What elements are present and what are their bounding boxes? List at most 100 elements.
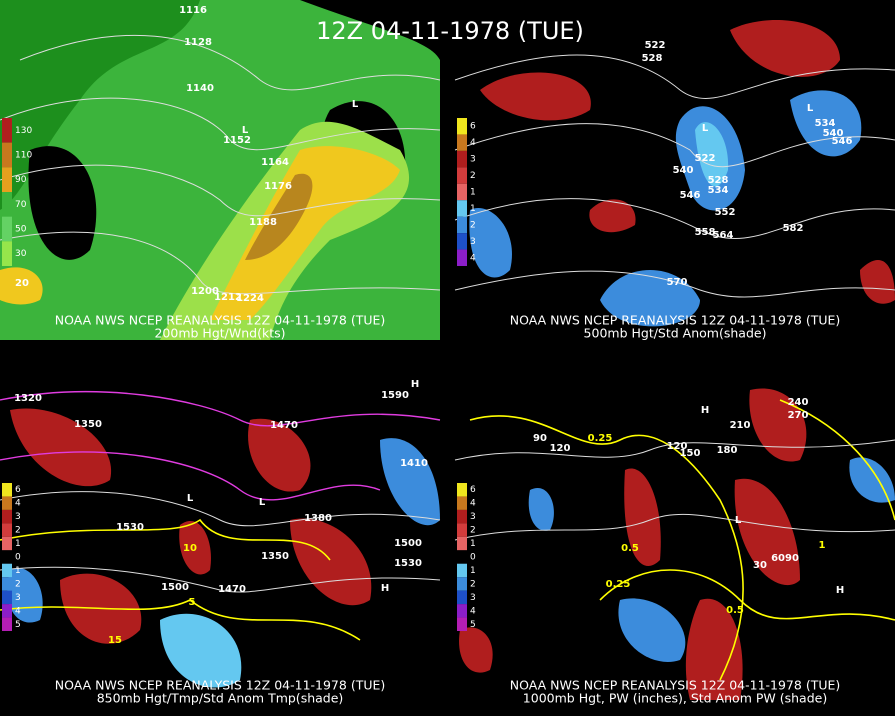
legend-swatch xyxy=(2,523,12,537)
shade xyxy=(248,418,311,492)
shade xyxy=(749,388,807,462)
contour-label: H xyxy=(836,585,844,596)
legend-label: 0 xyxy=(470,553,476,563)
contour xyxy=(0,231,441,295)
legend-swatch xyxy=(457,249,467,266)
legend-swatch xyxy=(457,563,467,578)
legend-label: 6 xyxy=(470,485,476,495)
legend-swatch xyxy=(2,192,12,217)
shade xyxy=(459,627,493,673)
contour-label: 1500 xyxy=(394,538,422,549)
contour-label: 582 xyxy=(783,223,804,234)
contour-label: 0.5 xyxy=(621,543,639,554)
legend-label: 110 xyxy=(15,151,32,161)
panel-caption: NOAA NWS NCEP REANALYSIS 12Z 04-11-1978 … xyxy=(510,678,841,693)
legend-label: 4 xyxy=(470,253,476,263)
legend-swatch xyxy=(457,550,467,564)
shade xyxy=(624,468,661,566)
shade xyxy=(685,598,743,700)
legend-label: 2 xyxy=(470,526,476,536)
contour-label: 1116 xyxy=(179,5,207,16)
contour-label: 1 xyxy=(819,540,826,551)
contour-label: 1164 xyxy=(261,157,289,168)
panel-caption: 200mb Hgt/Wnd(kts) xyxy=(154,326,285,341)
legend-label: 3 xyxy=(15,512,21,522)
panel-caption: NOAA NWS NCEP REANALYSIS 12Z 04-11-1978 … xyxy=(510,313,841,328)
shade xyxy=(730,20,840,77)
legend-label: 5 xyxy=(15,620,21,630)
shade xyxy=(849,457,895,503)
shade xyxy=(160,613,242,688)
contour xyxy=(0,518,331,561)
legend-label: 2 xyxy=(15,579,21,589)
shade xyxy=(380,438,440,526)
legend-label: 0 xyxy=(15,553,21,563)
contour-label: 534 xyxy=(708,185,729,196)
legend-swatch xyxy=(2,496,12,510)
contour xyxy=(0,97,441,151)
shade xyxy=(245,173,313,260)
contour-label: 570 xyxy=(667,277,688,288)
legend-label: 50 xyxy=(15,225,27,235)
contour-label: 1590 xyxy=(381,390,409,401)
shade xyxy=(179,521,211,575)
legend-label: 2 xyxy=(15,526,21,536)
legend-swatch xyxy=(457,523,467,537)
shade xyxy=(210,146,400,320)
legend-label: 1 xyxy=(470,188,476,198)
legend-label: 4 xyxy=(15,499,21,509)
contour-label: H xyxy=(411,379,419,390)
contour xyxy=(469,415,744,681)
contour-label: 240 xyxy=(788,397,809,408)
contour-label: 1470 xyxy=(218,584,246,595)
panel-caption: 850mb Hgt/Tmp/Std Anom Tmp(shade) xyxy=(97,691,344,706)
legend-label: 4 xyxy=(470,138,476,148)
contour-label: 1410 xyxy=(400,458,428,469)
contour-label: 522 xyxy=(695,153,716,164)
legend-swatch xyxy=(2,604,12,618)
contour-label: 210 xyxy=(730,420,751,431)
panel-1000mb xyxy=(454,375,895,710)
contour-label: 90 xyxy=(533,433,547,444)
legend-label: 1 xyxy=(470,539,476,549)
contour-label: 15 xyxy=(108,635,122,646)
shade xyxy=(790,90,862,157)
shade xyxy=(290,518,372,606)
contour-label: 1140 xyxy=(186,83,214,94)
contour-label: 534 xyxy=(815,118,836,129)
legend-swatch xyxy=(457,617,467,631)
panel-caption: 1000mb Hgt, PW (inches), Std Anom PW (sh… xyxy=(523,691,827,706)
legend-label: 90 xyxy=(15,175,27,185)
legend-swatch xyxy=(457,590,467,605)
legend-label: 3 xyxy=(470,237,476,247)
panel-200mb xyxy=(0,0,441,340)
legend-swatch xyxy=(457,483,467,497)
legend-label: 1 xyxy=(470,566,476,576)
contour-label: 1128 xyxy=(184,37,212,48)
legend-swatch xyxy=(457,496,467,510)
legend-label: 6 xyxy=(470,122,476,132)
panel-500mb xyxy=(454,0,895,340)
contour xyxy=(454,123,895,168)
contour-label: L xyxy=(807,103,814,114)
contour-label: 1530 xyxy=(116,522,144,533)
contour-label: 564 xyxy=(713,230,734,241)
contour-label: 270 xyxy=(788,410,809,421)
legend-swatch xyxy=(2,216,12,242)
contour-label: 0.25 xyxy=(588,433,613,444)
contour-label: 522 xyxy=(645,40,666,51)
legend-swatch xyxy=(457,216,467,234)
panel-caption: 500mb Hgt/Std Anom(shade) xyxy=(584,326,767,341)
contour-label: 120 xyxy=(550,443,571,454)
legend-swatch xyxy=(457,167,467,184)
legend-swatch xyxy=(457,233,467,250)
legend-swatch xyxy=(457,604,467,618)
contour-label: 5 xyxy=(189,597,196,608)
legend-swatch xyxy=(457,577,467,591)
legend-swatch xyxy=(2,550,12,564)
contour xyxy=(454,54,895,99)
contour-label: 1176 xyxy=(264,181,292,192)
legend-label: 2 xyxy=(470,171,476,181)
legend-swatch xyxy=(2,483,12,497)
